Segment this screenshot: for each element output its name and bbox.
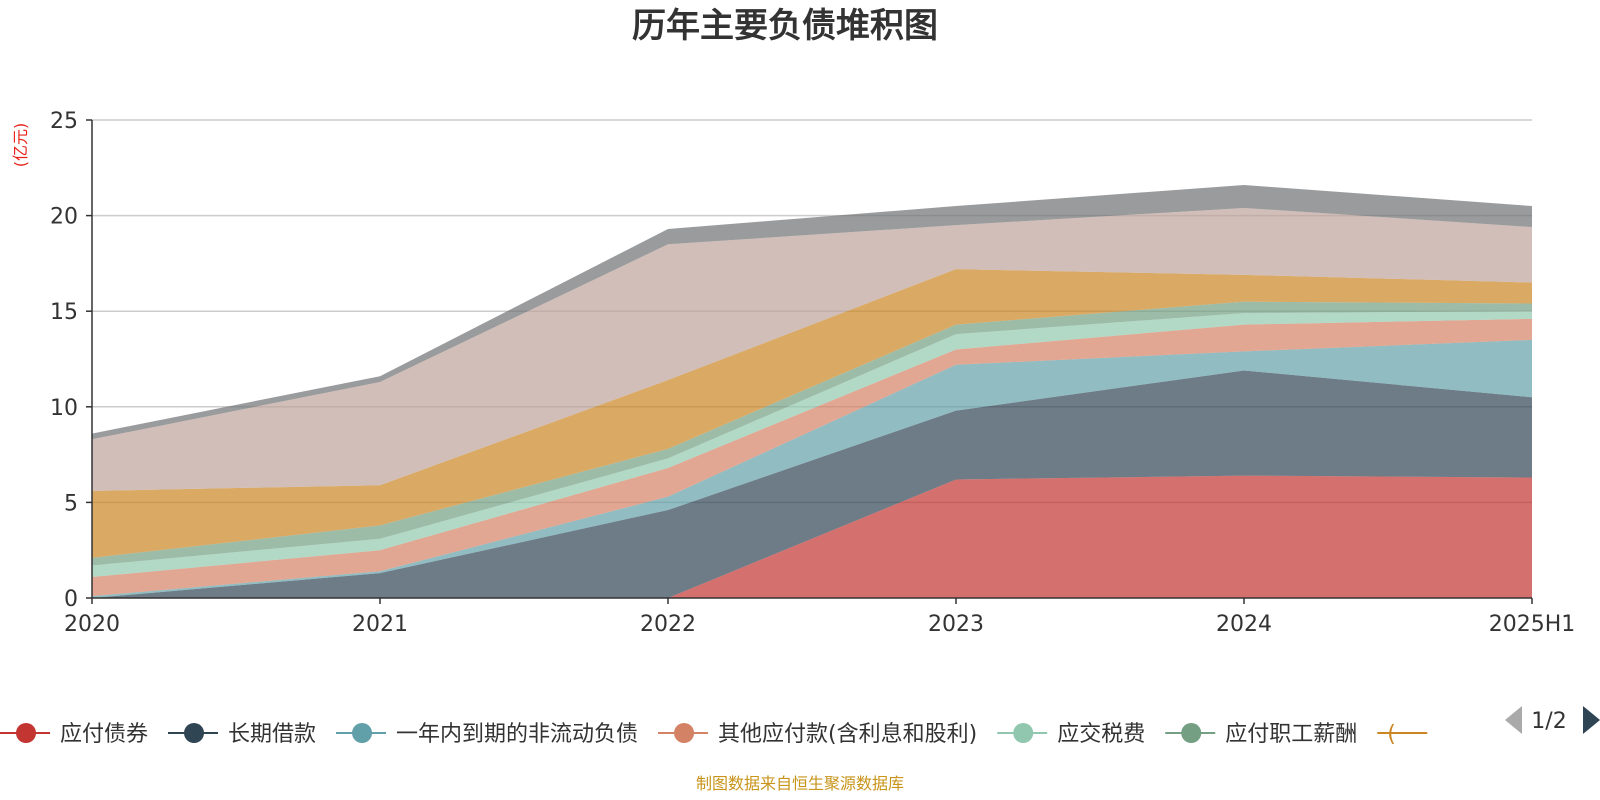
legend-next-icon[interactable]: [1583, 706, 1600, 734]
series-area-8: [92, 207, 1532, 491]
series-area-7: [92, 269, 1532, 558]
axes: [91, 120, 1532, 599]
legend-marker: [1013, 723, 1034, 743]
y-tick-label: 10: [50, 396, 78, 421]
y-axis-unit: (亿元): [11, 123, 30, 168]
x-tick-label: 2025H1: [1489, 612, 1576, 637]
legend-page-indicator: 1/2: [1531, 709, 1566, 734]
legend-item[interactable]: 长期借款: [168, 722, 316, 747]
y-tick-label: 25: [50, 109, 78, 134]
legend-marker-partial: (: [1387, 722, 1396, 747]
legend-prev-icon[interactable]: [1505, 706, 1522, 734]
x-tick-label: 2021: [352, 612, 408, 637]
series-area-2: [92, 370, 1532, 598]
series-area-3: [92, 339, 1532, 598]
legend-item[interactable]: 应交税费: [997, 722, 1145, 747]
chart-title: 历年主要负债堆积图: [632, 6, 938, 46]
legend-item[interactable]: 应付债券: [0, 722, 148, 747]
legend-marker: [352, 723, 373, 743]
legend-item-truncated[interactable]: (: [1377, 722, 1428, 747]
stacked-areas: [92, 185, 1532, 598]
series-area-9: [92, 185, 1532, 440]
legend-label: 长期借款: [228, 722, 316, 747]
x-tick-label: 2022: [640, 612, 696, 637]
y-tick-label: 0: [64, 587, 78, 612]
legend-label: 应付职工薪酬: [1225, 722, 1357, 747]
legend-label: 其他应付款(含利息和股利): [718, 722, 977, 747]
legend-marker: [16, 723, 36, 743]
legend-label: 应交税费: [1057, 722, 1145, 747]
legend-pager: 1/2: [1505, 706, 1600, 734]
x-tick-label: 2023: [928, 612, 984, 637]
y-tick-label: 5: [64, 491, 78, 516]
series-area-4: [92, 318, 1532, 597]
y-axis-ticks: 0 5 10 15 20 25: [50, 109, 92, 612]
legend-marker: [184, 723, 205, 743]
y-tick-label: 20: [50, 205, 78, 230]
x-axis-ticks: 2020 2021 2022 2023 2024 2025H1: [64, 598, 1575, 637]
legend-item[interactable]: 一年内到期的非流动负债: [336, 722, 638, 747]
legend-marker: [674, 723, 695, 743]
x-tick-label: 2020: [64, 612, 120, 637]
legend-marker: [1181, 723, 1202, 743]
legend: 应付债券 长期借款 一年内到期的非流动负债 其他应付款(含利息和股利) 应交税费 应付职工…: [0, 722, 1428, 747]
legend-label: 一年内到期的非流动负债: [396, 722, 638, 747]
legend-label: 应付债券: [60, 722, 148, 747]
source-note: 制图数据来自恒生聚源数据库: [696, 774, 904, 793]
legend-item[interactable]: 其他应付款(含利息和股利): [658, 722, 977, 747]
legend-item[interactable]: 应付职工薪酬: [1165, 722, 1357, 747]
series-area-1: [92, 475, 1532, 598]
y-tick-label: 15: [50, 300, 78, 325]
x-tick-label: 2024: [1216, 612, 1272, 637]
